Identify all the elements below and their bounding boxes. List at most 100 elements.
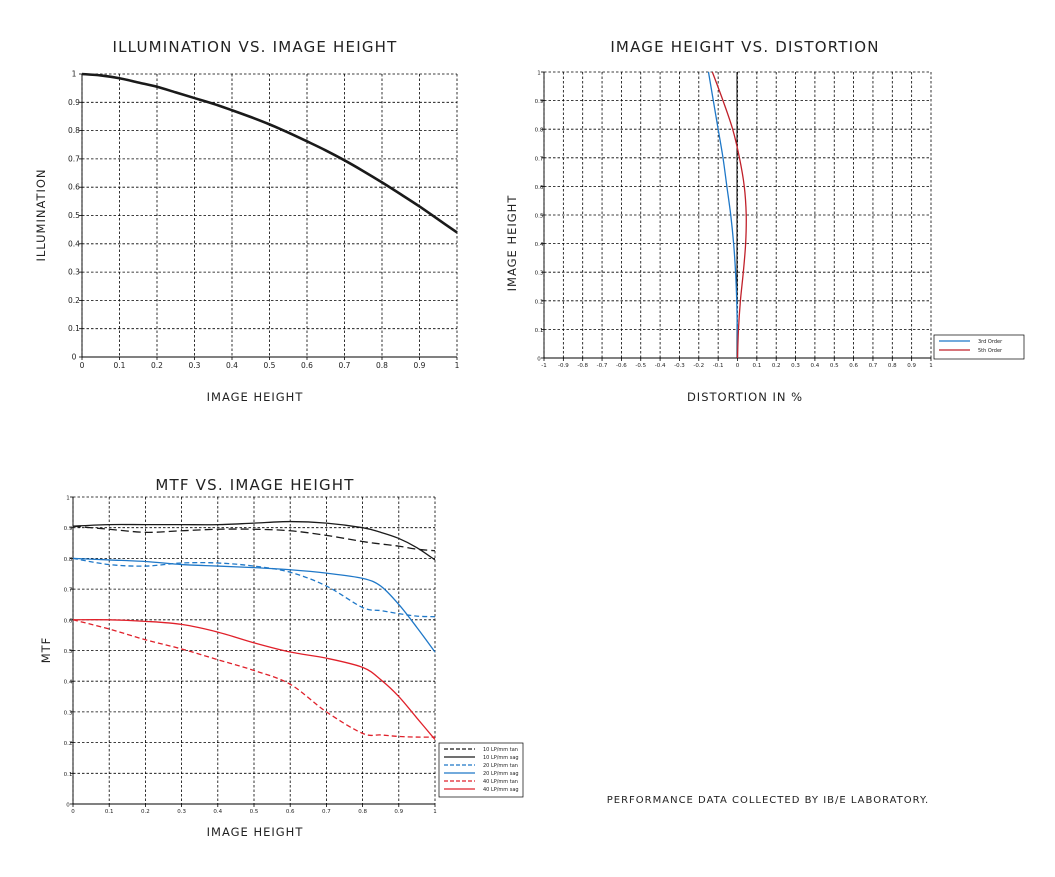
x-tick-label: 1 [455, 361, 460, 370]
x-tick-label: 0.4 [213, 809, 222, 815]
x-tick-label: 0.5 [264, 361, 276, 370]
x-tick-label: 0 [80, 361, 85, 370]
chart-title: ILLUMINATION VS. IMAGE HEIGHT [112, 38, 397, 56]
x-tick-label: 0.9 [907, 363, 916, 369]
x-tick-label: 0.5 [250, 809, 259, 815]
y-axis-label: MTF [39, 637, 53, 664]
x-tick-label: 0.1 [114, 361, 126, 370]
legend-entry: 20 LP/mm sag [483, 771, 519, 777]
legend: 3rd Order 5th Order [933, 334, 1025, 360]
y-tick-label: 0.7 [68, 154, 80, 163]
series-lines [81, 72, 458, 234]
series-line [72, 557, 436, 653]
x-tick-label: -0.6 [616, 363, 627, 369]
x-tick-label: 0.3 [189, 361, 201, 370]
chart-title: IMAGE HEIGHT VS. DISTORTION [610, 38, 879, 56]
y-tick-label: 0.8 [68, 126, 80, 135]
x-axis-label: IMAGE HEIGHT [207, 390, 304, 404]
x-tick-label: -0.9 [558, 363, 569, 369]
x-axis-label: IMAGE HEIGHT [207, 825, 304, 839]
y-tick-label: 0.5 [535, 214, 544, 220]
footer-note: PERFORMANCE DATA COLLECTED BY IB/E LABOR… [607, 795, 929, 806]
x-tick-label: 0.9 [394, 809, 403, 815]
y-tick-label: 0.6 [64, 618, 73, 624]
series-line [72, 520, 436, 561]
y-tick-label: 0.2 [64, 741, 73, 747]
x-tick-labels: 0 0.1 0.2 0.3 0.4 0.5 0.6 0.7 0.8 0.9 1 [71, 809, 437, 815]
legend-entry: 20 LP/mm tan [483, 763, 518, 769]
x-tick-label: 0.5 [830, 363, 839, 369]
legend: 10 LP/mm tan 10 LP/mm sag 20 LP/mm tan 20 L… [438, 742, 524, 798]
y-tick-label: 0.2 [68, 296, 80, 305]
x-tick-label: 0.6 [286, 809, 295, 815]
y-tick-labels: 0 0.1 0.2 0.3 0.4 0.5 0.6 0.7 0.8 0.9 1 [64, 496, 73, 809]
y-tick-label: 0.9 [535, 99, 544, 105]
y-tick-label: 0.2 [535, 299, 544, 305]
x-tick-label: 0.9 [414, 361, 426, 370]
y-tick-label: 0.3 [64, 710, 73, 716]
y-tick-label: 1 [66, 496, 70, 502]
series-line [711, 71, 747, 359]
x-tick-label: -0.8 [577, 363, 588, 369]
legend-entry: 40 LP/mm sag [483, 787, 519, 793]
y-tick-label: 0.7 [64, 588, 73, 594]
legend-entry: 10 LP/mm tan [483, 747, 518, 753]
y-tick-label: 0 [66, 803, 70, 809]
series-line [707, 71, 739, 359]
series-lines [707, 71, 747, 359]
y-axis-label: ILLUMINATION [34, 168, 48, 261]
y-tick-label: 0.1 [68, 324, 80, 333]
y-tick-label: 0.5 [68, 211, 80, 220]
x-tick-label: -0.5 [635, 363, 646, 369]
x-tick-label: 0 [736, 363, 740, 369]
x-tick-label: 0.7 [869, 363, 878, 369]
grid [79, 73, 458, 360]
legend-box [933, 334, 1025, 360]
chart-title: MTF VS. IMAGE HEIGHT [155, 476, 354, 494]
y-tick-label: 0.9 [68, 98, 80, 107]
x-tick-label: -0.1 [713, 363, 724, 369]
legend-entry: 5th Order [978, 348, 1003, 354]
y-axis-label: IMAGE HEIGHT [505, 195, 519, 292]
legend-entry: 3rd Order [978, 339, 1003, 345]
x-tick-label: 0.7 [322, 809, 331, 815]
illumination-chart: ILLUMINATION VS. IMAGE HEIGHT IMAGE HEIG… [34, 38, 460, 404]
grid [70, 496, 436, 807]
y-tick-label: 1 [72, 70, 77, 79]
y-tick-label: 0.9 [64, 526, 73, 532]
x-tick-labels: -1 -0.9 -0.8 -0.7 -0.6 -0.5 -0.4 -0.3 -0.2 -0.1 0 0… [541, 363, 932, 369]
x-tick-label: 0.2 [141, 809, 150, 815]
legend-entry: 40 LP/mm tan [483, 779, 518, 785]
y-tick-label: 0.5 [64, 649, 73, 655]
x-tick-label: 0 [71, 809, 75, 815]
legend-box [438, 742, 524, 798]
y-tick-label: 1 [537, 71, 541, 77]
y-tick-label: 0.8 [535, 128, 544, 134]
y-tick-label: 0.1 [64, 772, 73, 778]
x-tick-label: -0.3 [674, 363, 685, 369]
x-tick-label: 0.6 [849, 363, 858, 369]
x-tick-label: 0.2 [151, 361, 163, 370]
series-line [81, 72, 458, 234]
series-line [72, 557, 436, 618]
x-tick-label: -1 [541, 363, 546, 369]
x-tick-label: 0.3 [177, 809, 186, 815]
x-tick-label: -0.2 [693, 363, 704, 369]
y-tick-label: 0.6 [68, 183, 80, 192]
y-tick-label: 0.7 [535, 156, 544, 162]
series-line [72, 619, 436, 738]
x-tick-labels: 0 0.1 0.2 0.3 0.4 0.5 0.6 0.7 0.8 0.9 1 [80, 361, 460, 370]
distortion-chart: IMAGE HEIGHT VS. DISTORTION DISTORTION I… [505, 38, 1025, 404]
series-lines [72, 520, 436, 740]
x-tick-label: 1 [929, 363, 933, 369]
x-axis-label: DISTORTION IN % [687, 390, 803, 404]
series-line [72, 619, 436, 740]
x-tick-label: -0.7 [597, 363, 608, 369]
y-tick-label: 0.1 [535, 328, 544, 334]
y-tick-labels: 0 0.1 0.2 0.3 0.4 0.5 0.6 0.7 0.8 0.9 1 [535, 71, 544, 363]
y-tick-label: 0 [537, 357, 541, 363]
y-tick-label: 0.4 [68, 239, 80, 248]
y-tick-label: 0.8 [64, 557, 73, 563]
